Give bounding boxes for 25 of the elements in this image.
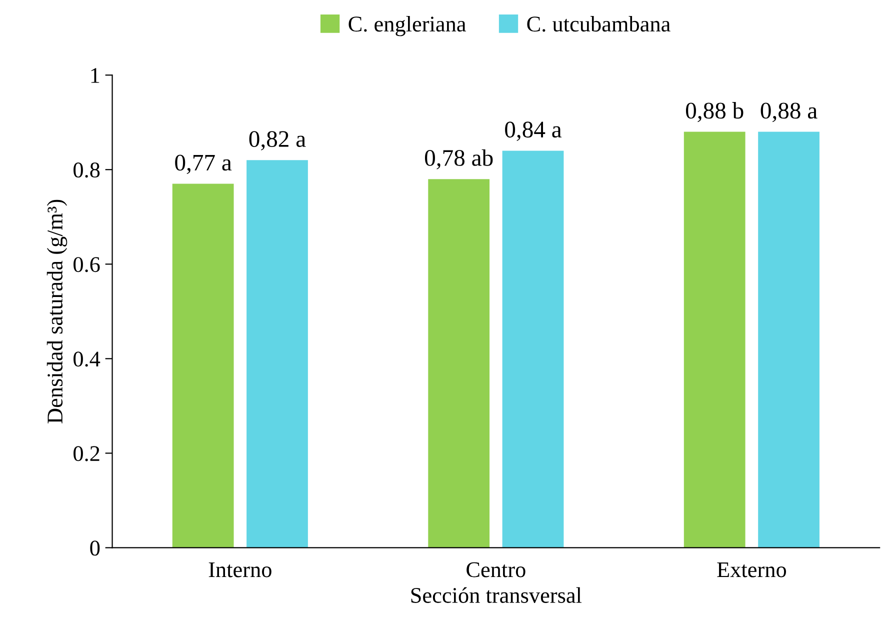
data-label: 0,88 a — [760, 102, 818, 122]
y-tick-label: 0.6 — [74, 257, 100, 272]
x-tick-label: Centro — [466, 562, 526, 578]
y-tick-label: 1 — [91, 68, 100, 83]
bar — [502, 150, 564, 548]
bar — [172, 184, 234, 548]
data-label: 0,82 a — [249, 131, 306, 150]
legend-label: C. engleriana — [348, 16, 466, 36]
y-tick-label: 0 — [90, 540, 100, 556]
y-tick-label: 0.2 — [74, 446, 100, 462]
data-label: 0,78 ab — [424, 149, 493, 170]
bar — [428, 179, 490, 548]
legend-label: C. utcubambana — [527, 16, 670, 32]
bar — [684, 132, 746, 548]
x-tick-label: Externo — [717, 562, 786, 578]
y-axis-title: Densidad saturada (g/m³) — [46, 200, 68, 424]
y-tick-label: 0.8 — [74, 162, 100, 178]
data-label: 0,77 a — [175, 154, 232, 174]
x-axis-title: Sección transversal — [411, 587, 582, 603]
data-label: 0,84 a — [505, 122, 562, 141]
x-tick-label: Interno — [208, 562, 272, 578]
y-tick-label: 0.4 — [74, 352, 100, 367]
data-label: 0,88 b — [686, 102, 744, 122]
bar — [246, 160, 308, 548]
bar — [758, 132, 820, 548]
